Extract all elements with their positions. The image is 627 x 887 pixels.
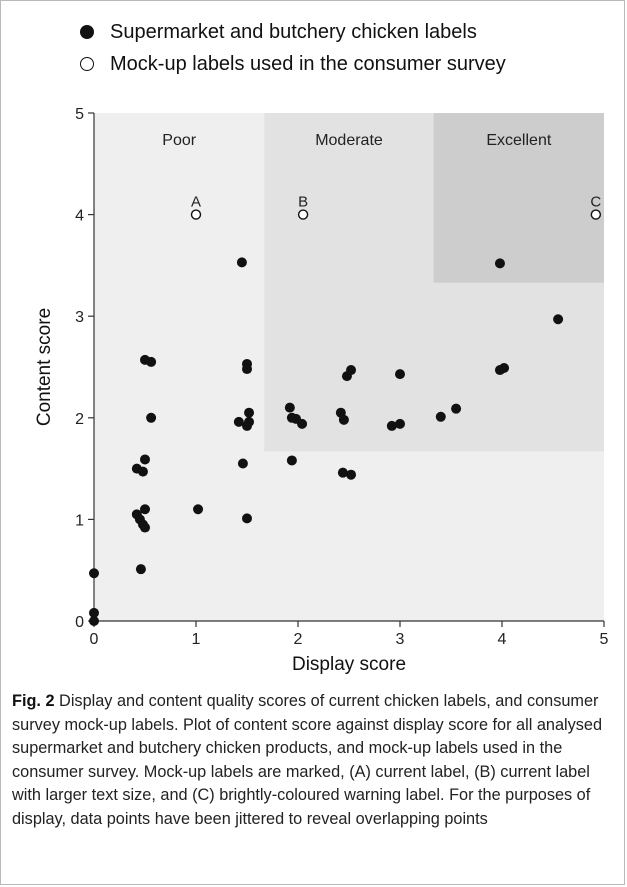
data-point-mockup [590,209,602,220]
caption-figure-label: Fig. 2 [12,692,55,710]
data-point-label [140,454,150,465]
data-point-label [499,363,510,374]
mockup-point-label: C [590,194,601,211]
data-point-label [395,369,405,380]
region-label-moderate: Moderate [315,132,383,149]
x-tick-label: 3 [396,631,405,648]
data-point-label [338,414,349,425]
data-point-label [297,418,308,429]
data-point-label [386,420,397,431]
data-point-label [237,458,248,469]
x-tick-label: 1 [192,631,201,648]
legend-label: Supermarket and butchery chicken labels [110,20,477,43]
x-axis-label: Display score [292,654,406,675]
data-point-label [242,364,252,375]
legend-item-mockup: Mock-up labels used in the consumer surv… [80,48,506,80]
data-point-label [346,365,357,376]
y-tick-label: 3 [75,309,84,326]
x-tick-label: 4 [498,631,507,648]
data-point-label [286,455,297,466]
data-point-label [395,418,405,429]
data-point-label [337,467,348,478]
region-label-excellent: Excellent [486,132,551,149]
data-point-label [236,257,247,268]
data-point-label [137,466,148,477]
y-tick-label: 2 [75,411,84,428]
data-point-label [135,564,146,575]
caption-text: Display and content quality scores of cu… [12,692,603,828]
data-point-label [242,420,252,431]
y-tick-label: 5 [75,106,84,123]
mockup-point-label: B [298,194,308,211]
data-point-mockup [297,209,309,220]
data-point-label [451,403,462,414]
data-point-label [553,314,564,325]
data-point-label [244,407,255,418]
filled-circle-icon [80,25,94,39]
data-point-label [140,522,150,533]
legend-label: Mock-up labels used in the consumer surv… [110,52,506,75]
mockup-point-label: A [191,194,201,211]
data-point-label [146,356,157,367]
y-tick-label: 1 [75,512,84,529]
data-point-label [233,416,244,427]
data-point-label [140,504,150,515]
data-point-label [89,616,99,626]
data-point-label [89,568,99,579]
data-point-label [193,504,204,515]
data-point-label [494,258,505,269]
y-axis-label: Content score [34,308,55,426]
region-excellent [433,113,604,283]
figure-caption: Fig. 2 Display and content quality score… [12,690,610,832]
data-point-label [346,469,357,480]
x-tick-label: 0 [90,631,99,648]
data-point-label [435,411,446,422]
data-point-label [242,513,252,524]
y-tick-label: 4 [75,208,84,225]
open-circle-icon [80,57,94,71]
data-point-label [89,607,99,618]
y-tick-label: 0 [75,614,84,631]
region-label-poor: Poor [162,132,196,149]
scatter-chart: Poor Moderate Excellent 0 1 2 3 4 5 0 1 2 3 4 5 Display… [34,106,609,675]
legend-item-supermarket: Supermarket and butchery chicken labels [80,16,506,48]
chart-legend: Supermarket and butchery chicken labels … [80,16,506,80]
data-point-label [146,412,157,423]
x-tick-label: 5 [600,631,609,648]
data-point-label [284,402,295,413]
x-tick-label: 2 [294,631,303,648]
data-point-mockup [190,209,202,220]
